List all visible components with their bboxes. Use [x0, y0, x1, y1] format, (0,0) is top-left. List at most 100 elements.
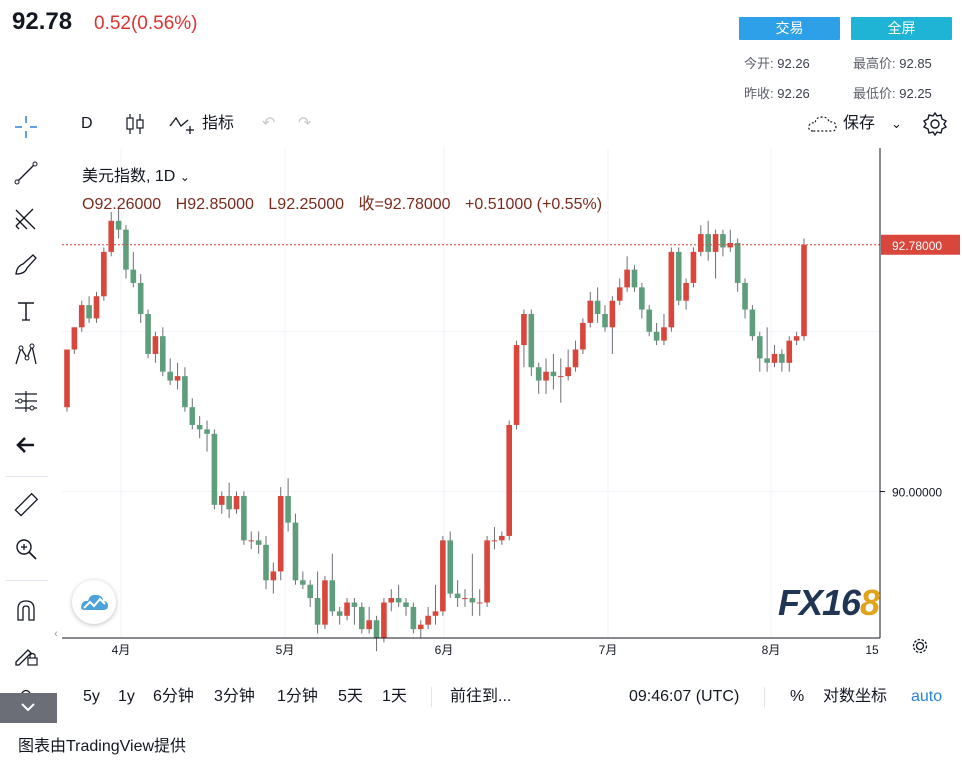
percent-scale-button[interactable]: %	[790, 688, 805, 705]
cloud-icon[interactable]	[807, 113, 839, 135]
toolbar-scroll-down-button[interactable]	[0, 693, 57, 723]
legend-change: +0.51000 (+0.55%)	[465, 196, 603, 213]
collapse-toolbar-chevron-icon[interactable]: ‹	[54, 628, 58, 640]
settings-gear-icon[interactable]	[922, 111, 948, 137]
trend-line-icon[interactable]	[8, 156, 44, 190]
candle-body	[130, 269, 137, 283]
candle-body	[182, 376, 188, 408]
save-button[interactable]: 保存	[843, 115, 876, 132]
lock-drawings-icon[interactable]	[8, 638, 44, 672]
divider	[431, 687, 432, 707]
candle-body	[587, 300, 594, 323]
candle-body	[749, 309, 756, 337]
candle-body	[388, 598, 395, 603]
trade-button[interactable]: 交易	[739, 17, 840, 40]
range-5y[interactable]: 5y	[83, 688, 100, 705]
candle-body	[226, 495, 232, 510]
symbol-legend[interactable]: 美元指数, 1D ⌄	[82, 162, 190, 186]
back-arrow-icon[interactable]	[8, 428, 44, 462]
auto-scale-button[interactable]: auto	[911, 688, 943, 705]
crosshair-icon[interactable]	[8, 110, 44, 144]
tradingview-logo-icon[interactable]	[72, 580, 116, 624]
watermark-text-main: FX16	[778, 582, 861, 623]
zoom-in-icon[interactable]	[8, 532, 44, 566]
candle-body	[631, 269, 638, 288]
candle-body	[646, 309, 653, 332]
candle-body	[218, 495, 225, 505]
magnet-icon[interactable]	[8, 594, 44, 628]
toolbar-divider	[6, 580, 48, 581]
log-scale-button[interactable]: 对数坐标	[823, 688, 888, 705]
interval-selector[interactable]: D	[81, 115, 93, 132]
candle-body	[145, 313, 151, 354]
candle-body	[152, 336, 159, 354]
time-tick-label: 4月	[112, 643, 131, 657]
candle-body	[675, 251, 682, 301]
stat-prev-value: 92.26	[777, 86, 810, 101]
candle-body	[241, 495, 247, 541]
symbol-chevron-down-icon[interactable]: ⌄	[179, 170, 190, 184]
tradingview-credit[interactable]: 图表由TradingView提供	[18, 738, 187, 755]
watermark-text-gold: 8	[860, 582, 880, 623]
fullscreen-button[interactable]: 全屏	[851, 17, 952, 40]
stat-low-label: 最低价:	[853, 86, 896, 101]
candle-body	[403, 602, 409, 607]
range-5d[interactable]: 5天	[338, 688, 363, 705]
candle-style-icon[interactable]	[124, 112, 146, 136]
current-price-tag	[881, 234, 960, 255]
gann-fib-icon[interactable]	[8, 202, 44, 236]
candle-body	[602, 313, 608, 328]
candle-body	[690, 251, 697, 283]
candle-body	[71, 327, 78, 350]
price-change: 0.52(0.56%)	[94, 13, 198, 34]
candle-body	[683, 282, 689, 301]
ruler-icon[interactable]	[8, 488, 44, 522]
candle-body	[616, 287, 623, 301]
candle-body	[484, 540, 490, 603]
range-1min[interactable]: 1分钟	[277, 688, 318, 705]
pattern-icon[interactable]	[8, 338, 44, 372]
gear-ring	[912, 638, 928, 654]
stat-low: 最低价: 92.25	[853, 83, 932, 102]
candle-body	[653, 331, 660, 341]
prediction-measure-icon[interactable]	[8, 384, 44, 418]
candle-body	[639, 287, 645, 310]
chart-toolbar: D 指标 ↶ ↷ 保存 ⌄	[62, 108, 962, 140]
candle-body	[300, 580, 306, 585]
candle-body	[572, 349, 579, 368]
range-6min[interactable]: 6分钟	[153, 688, 194, 705]
brush-icon[interactable]	[8, 248, 44, 282]
candle-body	[705, 234, 711, 252]
candle-body	[506, 424, 512, 536]
range-3min[interactable]: 3分钟	[214, 688, 255, 705]
gear-center	[915, 641, 925, 651]
chart-grid	[62, 148, 880, 638]
candlestick-series	[64, 207, 807, 652]
candle-body	[565, 367, 571, 377]
chart-axes: 92.78000 90.00000 4月 5月 6月 7月 8月 15	[62, 148, 960, 657]
candle-body	[447, 540, 454, 594]
indicators-icon[interactable]	[168, 112, 198, 136]
candle-body	[462, 598, 468, 600]
text-tool-icon[interactable]	[8, 294, 44, 328]
candle-body	[174, 376, 181, 381]
range-1d[interactable]: 1天	[382, 688, 407, 705]
candle-body	[521, 313, 527, 346]
goto-date-button[interactable]: 前往到...	[450, 688, 512, 705]
clock-time[interactable]: 09:46:07 (UTC)	[629, 688, 740, 705]
price-chart[interactable]: 92.78000 90.00000 4月 5月 6月 7月 8月 15	[62, 148, 962, 668]
undo-icon[interactable]: ↶	[262, 115, 276, 132]
drawing-toolbar	[0, 104, 56, 714]
save-menu-chevron-down-icon[interactable]: ⌄	[891, 116, 902, 131]
candle-body	[764, 358, 770, 363]
candle-body	[720, 234, 726, 248]
indicators-button[interactable]: 指标	[202, 115, 235, 132]
candle-body	[594, 300, 601, 314]
candle-body	[624, 269, 630, 288]
redo-icon[interactable]: ↷	[298, 115, 312, 132]
candle-body	[137, 282, 144, 314]
candle-body	[395, 598, 402, 603]
candle-body	[211, 433, 218, 505]
legend-close: 收=92.78000	[358, 196, 451, 213]
range-1y[interactable]: 1y	[118, 688, 135, 705]
